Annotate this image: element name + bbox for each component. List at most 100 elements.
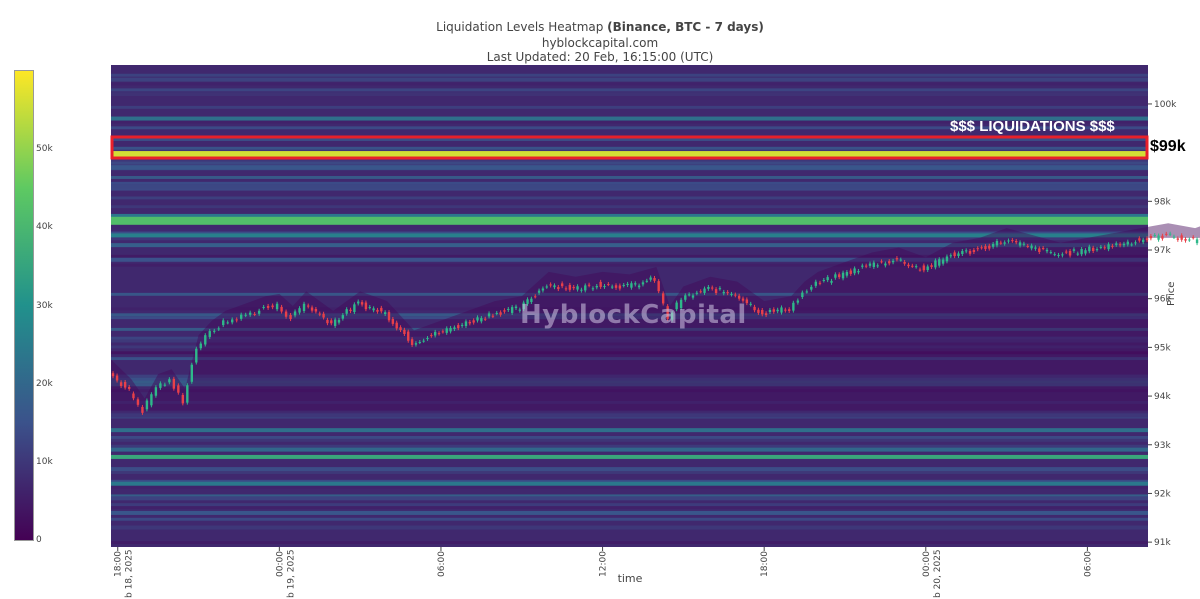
candle-body bbox=[822, 279, 826, 281]
candle-body bbox=[199, 343, 202, 349]
candle-body bbox=[884, 263, 887, 266]
candle-body bbox=[464, 321, 468, 327]
candle-body bbox=[610, 286, 614, 288]
heatmap-row bbox=[111, 88, 1148, 92]
candle-body bbox=[499, 312, 502, 315]
liquidation-band bbox=[111, 413, 1148, 418]
heatmap-row bbox=[111, 120, 1148, 124]
candle-body bbox=[433, 331, 437, 336]
candle-body bbox=[111, 373, 115, 377]
candle-body bbox=[768, 309, 772, 313]
price-level-annotation: $99k bbox=[1150, 138, 1186, 155]
candle-body bbox=[407, 331, 410, 341]
candle-body bbox=[257, 310, 261, 314]
candle-body bbox=[298, 308, 301, 313]
candle-body bbox=[418, 341, 421, 343]
candle-body bbox=[391, 318, 395, 324]
candle-body bbox=[595, 285, 598, 288]
candle-body bbox=[734, 294, 737, 296]
liquidation-band bbox=[111, 184, 1148, 189]
candle-body bbox=[141, 406, 144, 413]
candle-body bbox=[1111, 245, 1114, 247]
candle-body bbox=[888, 261, 891, 264]
candle-body bbox=[1003, 242, 1006, 244]
candle-body bbox=[792, 302, 795, 311]
candle-body bbox=[934, 260, 937, 268]
candle-body bbox=[796, 300, 800, 303]
candle-body bbox=[957, 253, 960, 257]
candle-body bbox=[177, 385, 180, 393]
candle-body bbox=[410, 339, 414, 345]
candle-body bbox=[119, 382, 123, 386]
candle-body bbox=[914, 266, 918, 268]
candle-body bbox=[864, 265, 868, 267]
candle-body bbox=[722, 291, 725, 294]
candle-body bbox=[318, 313, 321, 315]
candle-body bbox=[1072, 249, 1076, 251]
candle-body bbox=[239, 314, 243, 319]
candle-body bbox=[1057, 254, 1060, 256]
candle-body bbox=[503, 310, 506, 312]
candle-body bbox=[707, 287, 710, 289]
candle-body bbox=[645, 280, 649, 282]
candle-body bbox=[995, 240, 999, 246]
liquidation-band bbox=[111, 454, 1148, 459]
heatmap-row bbox=[111, 444, 1148, 448]
colorbar-tick-label: 10k bbox=[36, 456, 53, 467]
candle-body bbox=[360, 302, 364, 305]
candle-body bbox=[222, 320, 225, 326]
candle-body bbox=[289, 314, 292, 320]
candle-body bbox=[115, 375, 119, 381]
candle-body bbox=[123, 382, 127, 388]
candle-body bbox=[703, 288, 706, 293]
candle-body bbox=[1168, 233, 1172, 235]
candle-body bbox=[163, 384, 167, 386]
heatmap-row bbox=[111, 327, 1148, 331]
candle-body bbox=[132, 393, 135, 399]
candle-body bbox=[422, 340, 425, 342]
heatmap-row bbox=[111, 494, 1148, 498]
candle-body bbox=[805, 291, 809, 293]
candle-body bbox=[172, 378, 176, 389]
heatmap-row bbox=[111, 263, 1148, 267]
candle-body bbox=[1122, 243, 1126, 246]
candle-body bbox=[159, 383, 162, 388]
candle-body bbox=[437, 333, 441, 335]
candle-body bbox=[814, 281, 818, 286]
candle-body bbox=[484, 318, 487, 320]
heatmap-row bbox=[111, 181, 1148, 185]
liquidation-band bbox=[111, 77, 1148, 82]
candle-body bbox=[687, 294, 691, 296]
candle-body bbox=[457, 325, 460, 329]
heatmap-row bbox=[111, 357, 1148, 361]
candle-body bbox=[495, 312, 498, 314]
candle-body bbox=[1041, 248, 1045, 250]
candle-body bbox=[976, 248, 979, 250]
candle-body bbox=[430, 335, 433, 337]
candle-body bbox=[154, 387, 158, 396]
candle-body bbox=[1015, 240, 1018, 243]
candle-body bbox=[372, 308, 375, 311]
heatmap-row bbox=[111, 400, 1148, 404]
candle-body bbox=[1076, 253, 1079, 255]
candle-body bbox=[1188, 239, 1191, 241]
candle-body bbox=[584, 285, 587, 291]
heatmap-row bbox=[111, 176, 1148, 179]
candle-body bbox=[403, 329, 406, 335]
candle-body bbox=[818, 282, 822, 284]
candle-body bbox=[557, 287, 560, 290]
candle-body bbox=[988, 245, 991, 249]
candle-body bbox=[576, 286, 579, 290]
candle-body bbox=[907, 264, 910, 267]
colorbar bbox=[14, 70, 34, 541]
candle-body bbox=[514, 306, 518, 309]
candle-body bbox=[622, 284, 625, 286]
candle-body bbox=[136, 399, 140, 405]
candle-body bbox=[980, 247, 983, 249]
heatmap-row bbox=[111, 105, 1148, 109]
liquidations-annotation: $$$ LIQUIDATIONS $$$ bbox=[950, 118, 1115, 135]
candle-body bbox=[772, 309, 775, 312]
candle-body bbox=[1034, 247, 1037, 249]
candle-body bbox=[945, 256, 949, 262]
